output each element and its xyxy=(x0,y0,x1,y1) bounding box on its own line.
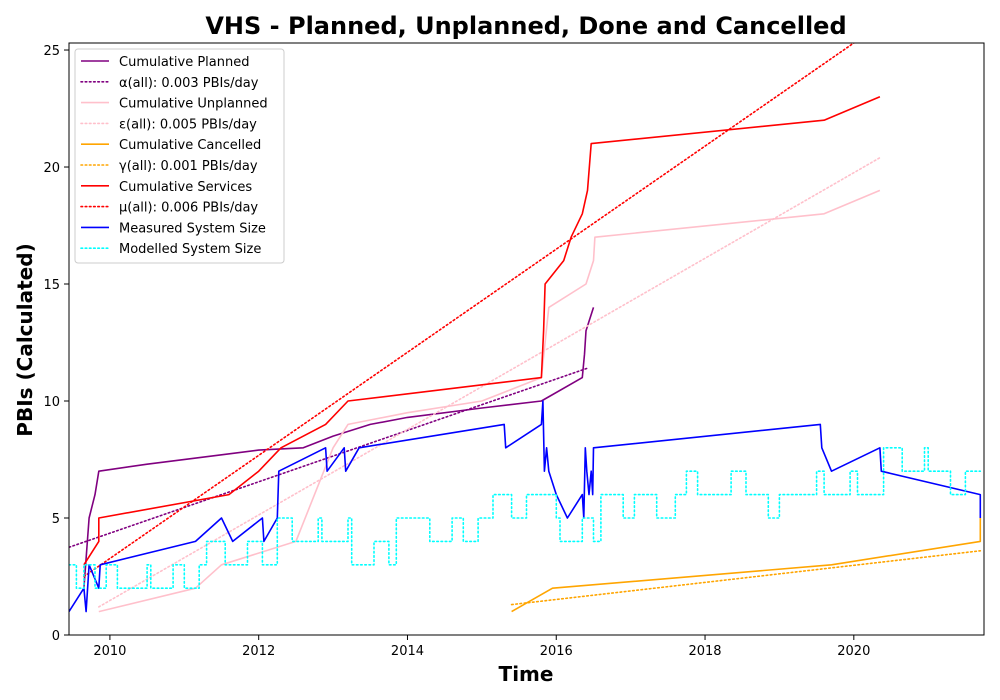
y-axis-label: PBIs (Calculated) xyxy=(13,243,37,436)
series-line-8 xyxy=(69,400,982,613)
series-line-3 xyxy=(98,156,881,608)
y-tick-label: 10 xyxy=(43,395,60,410)
y-tick-label: 5 xyxy=(52,512,60,527)
legend-label: Cumulative Planned xyxy=(119,55,249,70)
legend-label: α(all): 0.003 PBIs/day xyxy=(119,76,259,91)
series-line-4 xyxy=(511,518,982,613)
y-tick-label: 20 xyxy=(43,161,60,176)
series-line-6 xyxy=(83,96,881,566)
x-tick-label: 2012 xyxy=(242,644,275,659)
legend-label: Cumulative Cancelled xyxy=(119,138,261,153)
legend-label: Measured System Size xyxy=(119,221,266,236)
x-tick-label: 2016 xyxy=(540,644,573,659)
x-axis-label: Time xyxy=(499,662,554,686)
x-tick-label: 2018 xyxy=(688,644,721,659)
legend-label: γ(all): 0.001 PBIs/day xyxy=(119,159,258,174)
x-tick-label: 2014 xyxy=(391,644,424,659)
series-line-0 xyxy=(83,307,595,589)
x-axis: 2010 2012 2014 2016 2018 2020 xyxy=(93,635,870,659)
plot-frame xyxy=(68,42,985,636)
series-line-7 xyxy=(83,43,855,578)
series-line-1 xyxy=(69,367,589,549)
legend-label: ε(all): 0.005 PBIs/day xyxy=(119,117,257,132)
legend-label: μ(all): 0.006 PBIs/day xyxy=(119,201,258,216)
legend: Cumulative Planned α(all): 0.003 PBIs/day… xyxy=(74,48,285,264)
y-axis: 0 5 10 15 20 25 xyxy=(43,44,69,644)
series-line-2 xyxy=(98,189,881,613)
series-line-5 xyxy=(510,549,982,606)
series-line-9 xyxy=(69,446,982,590)
legend-box xyxy=(74,48,285,264)
series-layer xyxy=(69,43,982,613)
legend-label: Cumulative Services xyxy=(119,180,252,195)
x-tick-label: 2020 xyxy=(837,644,870,659)
y-tick-label: 15 xyxy=(43,278,60,293)
legend-label: Cumulative Unplanned xyxy=(119,97,268,112)
x-tick-label: 2010 xyxy=(93,644,126,659)
legend-label: Modelled System Size xyxy=(119,242,261,257)
chart-title: VHS - Planned, Unplanned, Done and Cance… xyxy=(205,12,846,40)
y-tick-label: 25 xyxy=(43,44,60,59)
y-tick-label: 0 xyxy=(52,629,60,644)
